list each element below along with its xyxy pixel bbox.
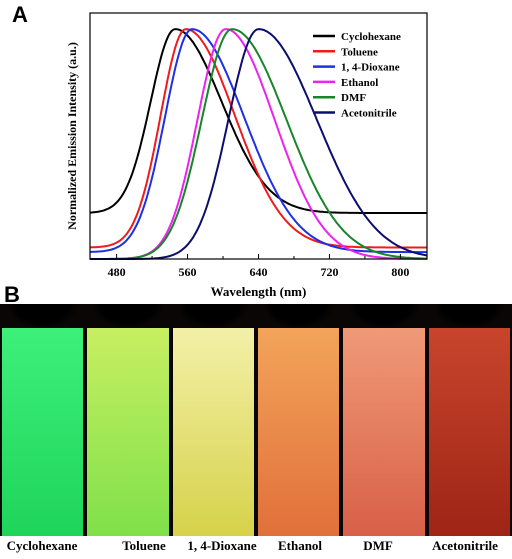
vial-cap xyxy=(178,304,248,328)
x-tick-label-3: 720 xyxy=(320,265,338,279)
y-axis-label: Normalized Emission Intensity (a.u.) xyxy=(65,42,79,230)
vial-labels: Cyclohexane Toluene 1, 4-Dioxane Ethanol DMF… xyxy=(0,538,512,558)
x-tick-label-1: 560 xyxy=(179,265,197,279)
vial-cap xyxy=(93,304,163,328)
legend-entry-4: DMF xyxy=(341,92,366,104)
x-axis-label: Wavelength (nm) xyxy=(211,284,307,299)
vial-liquid xyxy=(87,328,169,536)
x-tick-label-2: 640 xyxy=(250,265,268,279)
vial-4 xyxy=(343,304,425,536)
vial-label: 1, 4-Dioxane xyxy=(187,538,257,553)
legend-entry-2: 1, 4-Dioxane xyxy=(341,62,400,74)
legend-entry-5: Acetonitrile xyxy=(341,108,397,120)
vial-0 xyxy=(2,304,84,536)
vial-cap xyxy=(349,304,419,328)
vial-label: Toluene xyxy=(122,538,166,553)
vial-cap xyxy=(434,304,504,328)
vial-liquid xyxy=(343,328,425,536)
legend-entry-0: Cyclohexane xyxy=(341,31,401,43)
vial-label: Cyclohexane xyxy=(6,538,78,553)
series-line-2 xyxy=(90,28,427,254)
vial-liquid xyxy=(2,328,84,536)
vial-liquid xyxy=(428,328,510,536)
x-tick-label-0: 480 xyxy=(108,265,126,279)
vial-5 xyxy=(428,304,510,536)
panel-b-label: B xyxy=(4,282,20,307)
vial-3 xyxy=(258,304,340,536)
vial-cap xyxy=(264,304,334,328)
vials-photo xyxy=(0,304,512,536)
emission-chart: 480 560 640 720 800 Wavelength (nm) Normalized… xyxy=(65,12,428,299)
vial-liquid xyxy=(258,328,340,536)
legend-entry-3: Ethanol xyxy=(341,77,378,89)
legend-entry-1: Toluene xyxy=(341,46,378,58)
series-line-1 xyxy=(89,28,427,249)
vial-label: Acetonitrile xyxy=(432,538,498,553)
x-tick-label-4: 800 xyxy=(391,265,409,279)
panel-a-label: A xyxy=(12,2,28,27)
series-line-4 xyxy=(90,28,427,260)
vial-cap xyxy=(8,304,78,328)
vial-liquid xyxy=(172,328,254,536)
vial-label: DMF xyxy=(363,538,393,553)
vial-1 xyxy=(87,304,169,536)
vial-label: Ethanol xyxy=(277,538,323,553)
vial-2 xyxy=(172,304,254,536)
